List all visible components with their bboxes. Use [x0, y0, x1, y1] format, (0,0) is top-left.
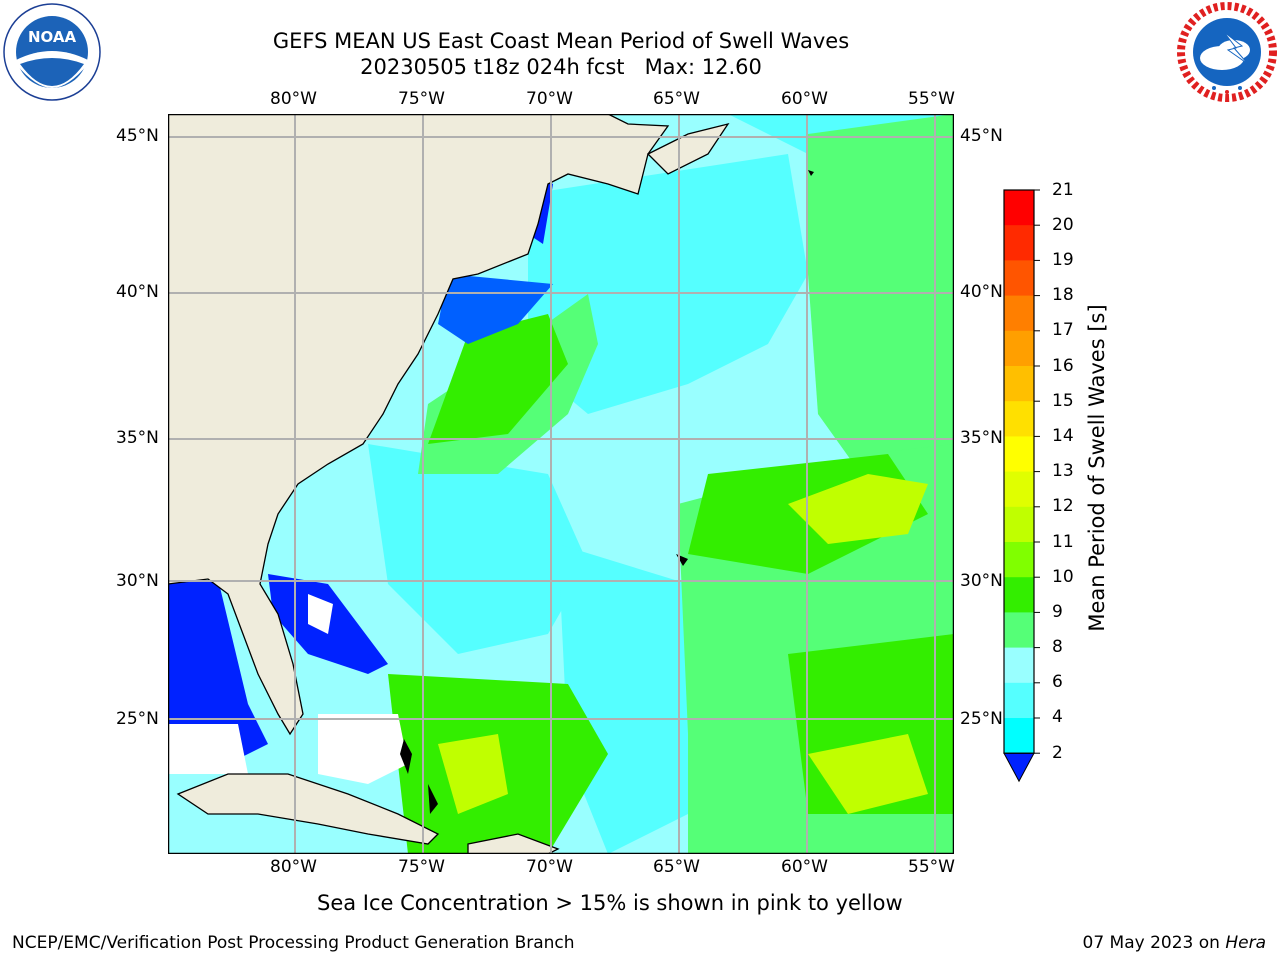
land-cuba [176, 773, 440, 845]
lon-label-top-75w: 75°W [398, 89, 445, 109]
nws-logo [1176, 2, 1278, 102]
island-bahamas-2 [428, 784, 438, 814]
lat-label-right-25n: 25°N [960, 709, 1003, 729]
swell-zone-yellowgreen-east [788, 474, 928, 544]
footer-host: Hera [1225, 933, 1266, 953]
colorbar-band-6 [1004, 401, 1034, 437]
lat-label-right-30n: 30°N [960, 571, 1003, 591]
colorbar-tick-10: 10 [1052, 567, 1074, 587]
colorbar-band-13 [1004, 647, 1034, 684]
colorbar-tick-21: 21 [1052, 180, 1074, 200]
mask-gulf-west [168, 724, 248, 774]
island-bahamas-1 [400, 739, 412, 774]
colorbar-tick-20: 20 [1052, 215, 1074, 235]
lon-label-top-70w: 70°W [526, 89, 573, 109]
map-frame [167, 113, 955, 855]
colorbar-band-0 [1004, 190, 1034, 226]
colorbar-tick-17: 17 [1052, 320, 1074, 340]
swell-zone-yellowgreen-bahamas [438, 734, 508, 814]
lon-label-bottom-65w: 65°W [653, 857, 700, 877]
footer-branch: NCEP/EMC/Verification Post Processing Pr… [12, 933, 575, 953]
colorbar-svg [1003, 189, 1040, 783]
lon-label-top-80w: 80°W [270, 89, 317, 109]
colorbar-tick-18: 18 [1052, 285, 1074, 305]
colorbar-tick-11: 11 [1052, 532, 1074, 552]
swell-zone-yellowgreen-se [808, 734, 928, 814]
lat-label-right-45n: 45°N [960, 126, 1003, 146]
lon-label-bottom-75w: 75°W [398, 857, 445, 877]
colorbar-band-5 [1004, 366, 1034, 402]
colorbar-label: Mean Period of Swell Waves [s] [1085, 304, 1109, 632]
sea-ice-note: Sea Ice Concentration > 15% is shown in … [317, 891, 903, 915]
colorbar-band-3 [1004, 295, 1034, 332]
colorbar-band-4 [1004, 330, 1034, 367]
colorbar-tick-13: 13 [1052, 461, 1074, 481]
colorbar-band-12 [1004, 612, 1034, 649]
land-north-america [168, 114, 670, 736]
colorbar-band-8 [1004, 471, 1034, 508]
lon-label-bottom-55w: 55°W [908, 857, 955, 877]
lat-label-left-35n: 35°N [116, 428, 159, 448]
lon-label-bottom-80w: 80°W [270, 857, 317, 877]
map-panel [167, 113, 955, 855]
chart-title: GEFS MEAN US East Coast Mean Period of S… [272, 29, 850, 53]
colorbar-band-9 [1004, 506, 1034, 543]
colorbar-tick-8: 8 [1052, 637, 1063, 657]
lat-label-right-40n: 40°N [960, 282, 1003, 302]
lon-label-bottom-60w: 60°W [781, 857, 828, 877]
colorbar-tick-2: 2 [1052, 743, 1063, 763]
colorbar-tick-16: 16 [1052, 356, 1074, 376]
noaa-logo-text: NOAA [28, 28, 77, 46]
colorbar-tick-12: 12 [1052, 496, 1074, 516]
colorbar-tick-19: 19 [1052, 250, 1074, 270]
chart-subtitle: 20230505 t18z 024h fcst Max: 12.60 [360, 55, 762, 79]
swell-zone-blue-gulf [168, 579, 268, 764]
lat-label-left-30n: 30°N [116, 571, 159, 591]
colorbar-band-15 [1004, 718, 1034, 754]
lat-label-left-45n: 45°N [116, 126, 159, 146]
colorbar-band-2 [1004, 260, 1034, 297]
swell-zone-blue-nyc [438, 274, 553, 344]
lat-label-right-35n: 35°N [960, 428, 1003, 448]
colorbar-tick-9: 9 [1052, 602, 1063, 622]
swell-zone-green-east [808, 114, 954, 484]
lon-label-top-65w: 65°W [653, 89, 700, 109]
land-hispaniola [467, 833, 560, 854]
lon-label-top-55w: 55°W [908, 89, 955, 109]
colorbar-band-1 [1004, 225, 1034, 261]
footer-date: 07 May 2023 on Hera [1083, 933, 1267, 953]
colorbar-extend-triangle [1003, 752, 1035, 783]
colorbar-band-7 [1004, 436, 1034, 473]
footer-date-text: 07 May 2023 on [1082, 933, 1226, 953]
lat-label-left-40n: 40°N [116, 282, 159, 302]
colorbar [1000, 186, 1040, 786]
colorbar-band-11 [1004, 577, 1034, 613]
swell-zone-cyan-north [528, 154, 808, 414]
map-svg [167, 113, 955, 855]
lon-label-top-60w: 60°W [781, 89, 828, 109]
island-sable [808, 170, 814, 176]
colorbar-tick-15: 15 [1052, 391, 1074, 411]
lat-label-left-25n: 25°N [116, 709, 159, 729]
colorbar-tick-4: 4 [1052, 707, 1063, 727]
colorbar-band-10 [1004, 542, 1034, 578]
noaa-logo: NOAA [2, 2, 102, 102]
mask-florida-spot [308, 594, 333, 634]
colorbar-band-14 [1004, 682, 1034, 719]
map-grid [168, 114, 954, 854]
lon-label-bottom-70w: 70°W [526, 857, 573, 877]
mask-bahamas-bank [318, 714, 408, 784]
colorbar-tick-6: 6 [1052, 672, 1063, 692]
swell-zone-green-midatlantic [428, 314, 568, 444]
colorbar-tick-14: 14 [1052, 426, 1074, 446]
